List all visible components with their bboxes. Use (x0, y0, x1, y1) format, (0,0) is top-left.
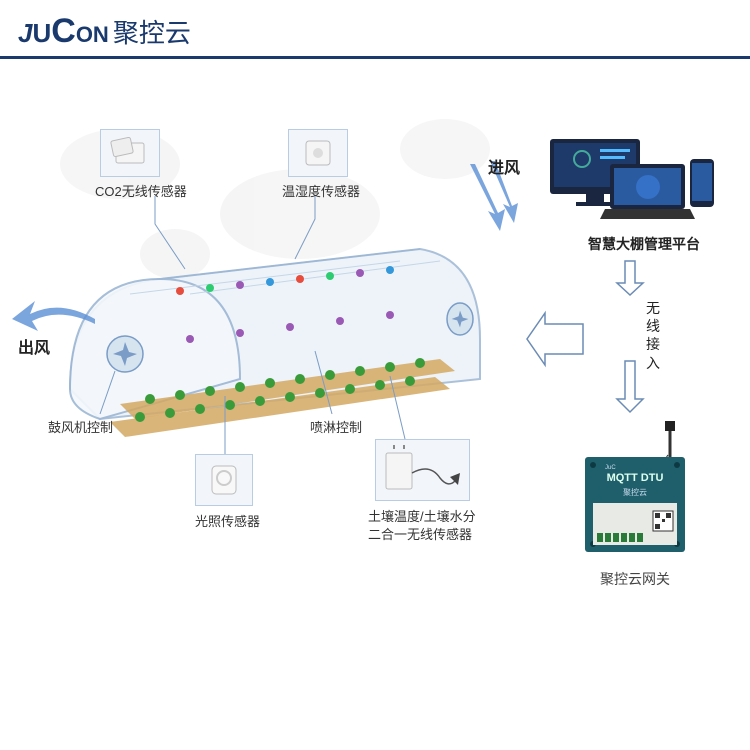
logo-text: C (51, 12, 76, 51)
light-sensor-label: 光照传感器 (195, 511, 260, 530)
blower-control-label: 鼓风机控制 (48, 417, 113, 436)
logo-text: ON (76, 22, 109, 48)
gateway-label: 聚控云网关 (600, 569, 670, 589)
sensor-device-icon (380, 443, 465, 498)
logo-text: U (32, 18, 51, 49)
gateway-device: MQTT DTU 聚控云 JuC (575, 419, 695, 559)
logo-text: J (18, 18, 32, 49)
diagram-canvas: 出风 进风 CO2无线传感器 温湿度传感器 鼓风机控制 光照传感器 喷淋控制 (0, 59, 750, 750)
arrow-left-icon (525, 309, 585, 369)
wireless-access-label: 无 线 接 入 (646, 299, 660, 372)
soil-sensor-label-1: 土壤温度/土壤水分 (368, 506, 476, 525)
air-in-label: 进风 (488, 154, 520, 178)
arrow-down-icon (615, 359, 645, 414)
arrow-down-icon (615, 259, 645, 297)
svg-text:JuC: JuC (605, 465, 616, 471)
platform-label: 智慧大棚管理平台 (588, 234, 700, 254)
mqtt-text: MQTT DTU (607, 472, 664, 484)
sensor-device-icon (204, 460, 244, 500)
temp-humid-sensor-box (288, 129, 348, 177)
platform-monitors (540, 129, 720, 229)
spray-control-label: 喷淋控制 (310, 417, 362, 436)
light-sensor-box (195, 454, 253, 506)
brand-logo: J U C ON 聚控云 (18, 12, 191, 51)
svg-text:聚控云: 聚控云 (623, 487, 647, 497)
logo-cn: 聚控云 (113, 13, 191, 50)
air-out-label: 出风 (18, 334, 50, 358)
soil-sensor-box (375, 439, 470, 501)
soil-sensor-label-2: 二合一无线传感器 (368, 524, 472, 543)
sensor-device-icon (110, 137, 150, 169)
co2-sensor-box (100, 129, 160, 177)
sensor-device-icon (298, 137, 338, 169)
